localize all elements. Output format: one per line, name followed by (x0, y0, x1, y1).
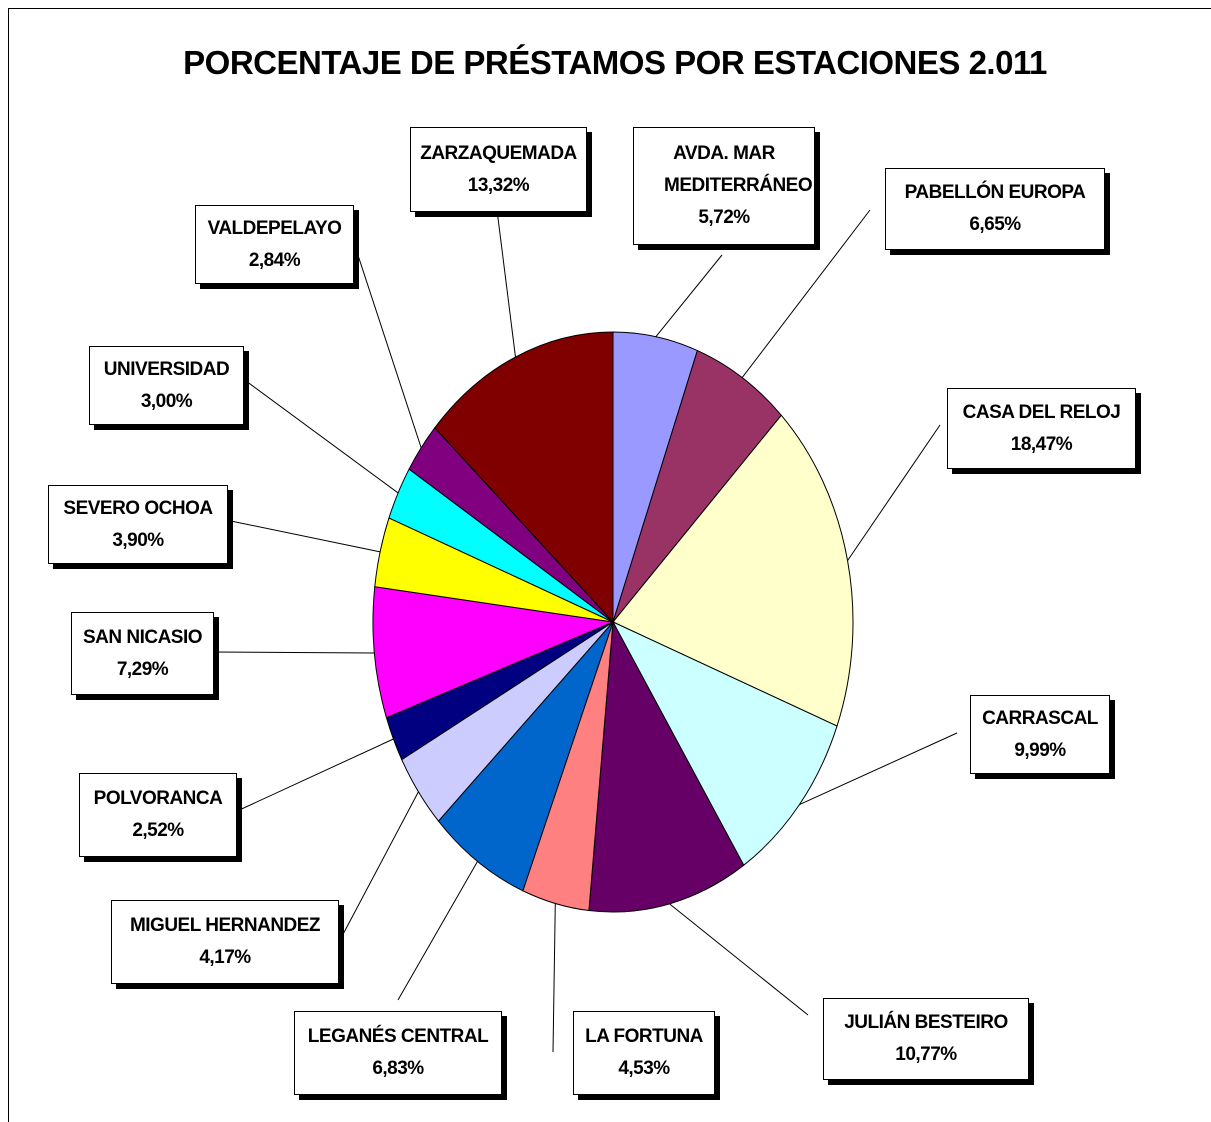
label-value: 18,47% (1010, 433, 1073, 455)
leader-line (552, 903, 556, 1053)
label-name: SAN NICASIO (82, 626, 203, 648)
data-label: LEGANÉS CENTRAL 6,83% (294, 1011, 502, 1095)
data-label: PABELLÓN EUROPA 6,65% (885, 168, 1105, 250)
leader-line (339, 791, 419, 941)
data-label: CARRASCAL 9,99% (970, 695, 1110, 774)
data-label: POLVORANCA 2,52% (79, 773, 237, 857)
data-label: CASA DEL RELOJ 18,47% (947, 388, 1136, 469)
label-value: 13,32% (467, 174, 530, 196)
data-label: ZARZAQUEMADA 13,32% (410, 127, 587, 212)
label-value: 6,65% (969, 214, 1021, 235)
label-value: 10,77% (895, 1044, 957, 1065)
leader-line (351, 236, 422, 448)
label-name: UNIVERSIDAD (103, 358, 230, 380)
leader-line (655, 254, 723, 337)
label-name: JULIÁN BESTEIRO (844, 1012, 1008, 1033)
label-name: PABELLÓN EUROPA (904, 182, 1086, 203)
label-value: 5,72% (698, 207, 750, 228)
leader-line (669, 903, 809, 1016)
pie-slice (434, 331, 614, 624)
data-label: VALDEPELAYO 2,84% (195, 205, 354, 284)
leader-line (799, 732, 958, 805)
label-name: POLVORANCA (93, 788, 223, 809)
label-name: AVDA. MAR MEDITERRÁNEO (664, 143, 813, 196)
pie-slice (437, 621, 614, 892)
label-value: 9,99% (1014, 739, 1066, 761)
label-value: 3,00% (140, 390, 193, 412)
label-name: VALDEPELAYO (207, 217, 342, 239)
label-value: 3,90% (112, 529, 164, 551)
data-label: SEVERO OCHOA 3,90% (48, 485, 228, 564)
pie-slice (612, 414, 854, 727)
data-label: AVDA. MAR MEDITERRÁNEO 5,72% (633, 127, 815, 245)
pie-slice (611, 620, 838, 866)
label-value: 2,84% (248, 249, 301, 271)
label-name: CASA DEL RELOJ (962, 401, 1121, 423)
data-label: JULIÁN BESTEIRO 10,77% (823, 998, 1029, 1080)
chart-title: PORCENTAJE DE PRÉSTAMOS POR ESTACIONES 2… (183, 44, 1047, 81)
label-value: 7,29% (116, 658, 169, 680)
leader-line (397, 861, 478, 1001)
pie-slice (588, 620, 745, 913)
data-label: LA FORTUNA 4,53% (573, 1011, 715, 1095)
label-name: SEVERO OCHOA (63, 497, 213, 519)
label-value: 6,83% (372, 1058, 424, 1079)
data-label: MIGUEL HERNANDEZ 4,17% (111, 900, 339, 984)
label-value: 2,52% (132, 820, 184, 841)
label-name: CARRASCAL (982, 707, 1098, 729)
leader-line (234, 738, 394, 813)
leader-line (741, 209, 871, 378)
leader-line (847, 424, 941, 561)
leader-line (211, 651, 375, 654)
leader-line (496, 209, 516, 358)
pie-slice (612, 349, 782, 623)
data-label: SAN NICASIO 7,29% (71, 612, 214, 695)
data-label: UNIVERSIDAD 3,00% (89, 346, 244, 425)
label-value: 4,53% (618, 1058, 670, 1079)
label-value: 4,17% (199, 947, 251, 968)
leader-line (241, 377, 399, 494)
label-name: LA FORTUNA (585, 1026, 703, 1047)
label-name: LEGANÉS CENTRAL (307, 1026, 489, 1047)
leader-line (225, 519, 381, 553)
label-name: ZARZAQUEMADA (420, 142, 577, 164)
label-name: MIGUEL HERNANDEZ (129, 915, 321, 936)
